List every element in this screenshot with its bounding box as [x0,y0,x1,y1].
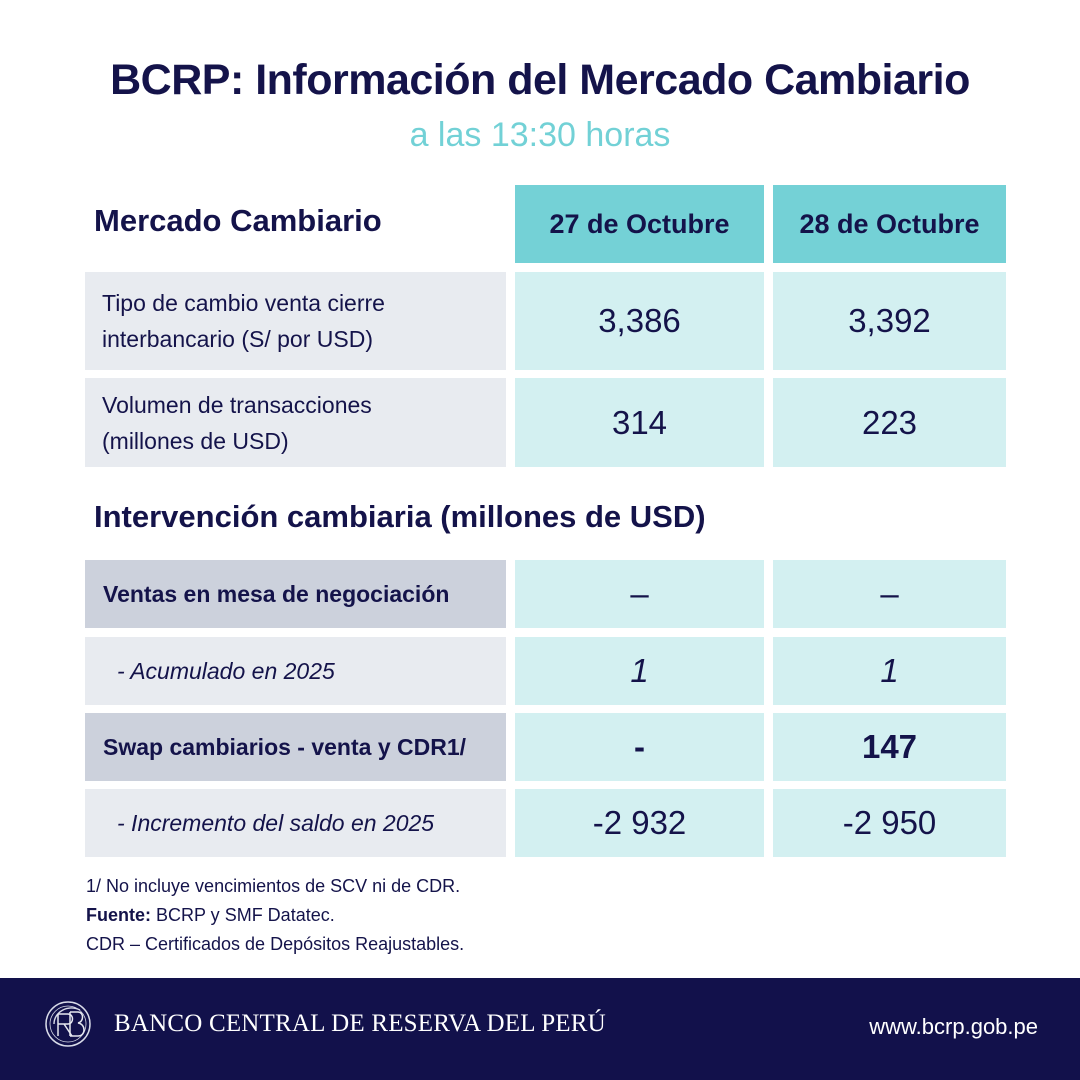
section-title-market: Mercado Cambiario [94,203,382,238]
value-volume-day2: 223 [773,378,1006,467]
value-desk-sales-day1: – [515,560,764,628]
row-label-line: Tipo de cambio venta cierre [102,290,385,316]
value-volume-day1: 314 [515,378,764,467]
row-label-balance-increase: - Incremento del saldo en 2025 [85,789,506,857]
footnote-cdr: CDR – Certificados de Depósitos Reajusta… [86,934,465,954]
value-exchange-rate-day1: 3,386 [515,272,764,370]
section-title-intervention: Intervención cambiaria (millones de USD) [94,499,706,534]
footnotes: 1/ No incluye vencimientos de SCV ni de … [86,872,464,959]
value-balance-increase-day2: -2 950 [773,789,1006,857]
column-header-date-2: 28 de Octubre [773,185,1006,263]
bank-name: BANCO CENTRAL DE RESERVA DEL PERÚ [114,1010,606,1037]
value-exchange-rate-day2: 3,392 [773,272,1006,370]
source-note: Fuente: BCRP y SMF Datatec. [86,901,464,930]
source-text: BCRP y SMF Datatec. [151,905,335,925]
row-label-line: Volumen de transacciones [102,391,372,418]
value-accumulated-day1: 1 [515,637,764,705]
bcrp-monogram-icon [40,996,96,1052]
row-label-line: (millones de USD) [102,427,289,454]
row-label-desk-sales: Ventas en mesa de negociación [85,560,506,628]
row-label-accumulated: - Acumulado en 2025 [85,637,506,705]
value-balance-increase-day1: -2 932 [515,789,764,857]
value-accumulated-day2: 1 [773,637,1006,705]
column-header-date-1: 27 de Octubre [515,185,764,263]
row-label-swaps: Swap cambiarios - venta y CDR1/ [85,713,506,781]
footnote-1: 1/ No incluye vencimientos de SCV ni de … [86,876,461,896]
page-title: BCRP: Información del Mercado Cambiario [110,56,970,104]
value-desk-sales-day2: – [773,560,1006,628]
row-label-volume: Volumen de transacciones (millones de US… [85,378,506,467]
footer-bar: BANCO CENTRAL DE RESERVA DEL PERÚ www.bc… [0,978,1080,1080]
source-label: Fuente: [86,905,151,925]
row-label-exchange-rate: Tipo de cambio venta cierre interbancari… [85,272,506,370]
value-swaps-day2: 147 [773,713,1006,781]
value-swaps-day1: - [515,713,764,781]
page-subtitle: a las 13:30 horas [409,116,671,154]
website-link[interactable]: www.bcrp.gob.pe [869,1014,1038,1039]
row-label-line: interbancario (S/ por USD) [102,326,373,352]
